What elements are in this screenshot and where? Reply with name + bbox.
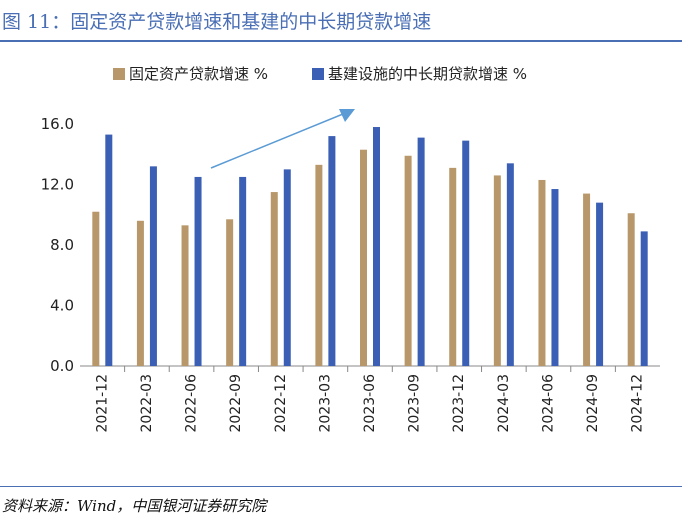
- bar-fixed-asset-loan-2024-06: [538, 179, 546, 366]
- x-tick-label: 2021-12: [94, 374, 110, 433]
- bar-fixed-asset-loan-2023-09: [404, 155, 412, 366]
- bar-fixed-asset-loan-2023-12: [449, 167, 457, 366]
- legend-label-1: 固定资产贷款增速 %: [129, 65, 268, 83]
- x-tick-label: 2024-03: [496, 374, 512, 433]
- bar-infrastructure-loan-2024-12: [640, 231, 648, 366]
- bar-fixed-asset-loan-2024-09: [583, 193, 591, 366]
- bar-fixed-asset-loan-2022-12: [270, 192, 278, 366]
- x-tick-label: 2022-09: [228, 374, 244, 433]
- trend-arrow-head: [339, 109, 355, 122]
- x-tick-label: 2023-12: [451, 374, 467, 433]
- x-tick-label: 2023-09: [407, 374, 423, 433]
- figure-title: 图 11：固定资产贷款增速和基建的中长期贷款增速: [2, 11, 432, 33]
- x-tick-label: 2022-03: [139, 374, 155, 433]
- bar-fixed-asset-loan-2022-06: [181, 225, 189, 366]
- y-tick-label: 4.0: [50, 297, 74, 315]
- x-tick-label: 2024-12: [630, 374, 646, 433]
- bar-infrastructure-loan-2023-12: [462, 140, 470, 366]
- footer-rule: [0, 486, 682, 487]
- x-tick-label: 2022-06: [184, 374, 200, 433]
- legend-label-2: 基建设施的中长期贷款增速 %: [328, 65, 527, 83]
- bar-fixed-asset-loan-2022-03: [136, 220, 144, 366]
- bar-infrastructure-loan-2024-09: [596, 202, 604, 366]
- bar-infrastructure-loan-2024-06: [551, 189, 559, 366]
- bar-infrastructure-loan-2023-09: [417, 137, 425, 366]
- bar-infrastructure-loan-2024-03: [506, 163, 514, 366]
- x-tick-label: 2024-06: [540, 374, 556, 433]
- title-rule: [0, 40, 682, 42]
- bar-fixed-asset-loan-2021-12: [92, 211, 100, 366]
- y-tick-label: 0.0: [50, 357, 74, 375]
- bar-fixed-asset-loan-2023-06: [360, 149, 367, 366]
- x-tick-label: 2023-03: [317, 374, 333, 433]
- trend-arrow-line: [210, 113, 344, 169]
- bar-fixed-asset-loan-2024-03: [493, 175, 501, 366]
- y-tick-label: 8.0: [50, 236, 74, 254]
- bar-fixed-asset-loan-2023-03: [315, 164, 323, 366]
- bar-infrastructure-loan-2022-12: [283, 169, 291, 366]
- bar-infrastructure-loan-2021-12: [105, 134, 113, 366]
- legend-swatch-2: [312, 68, 324, 80]
- legend-swatch-1: [113, 68, 125, 80]
- x-tick-label: 2022-12: [273, 374, 289, 433]
- bar-fixed-asset-loan-2022-09: [226, 219, 234, 366]
- bar-infrastructure-loan-2022-09: [239, 176, 247, 366]
- y-tick-label: 16.0: [41, 115, 74, 133]
- bar-fixed-asset-loan-2024-12: [627, 213, 635, 366]
- x-tick-label: 2023-06: [362, 374, 378, 433]
- bar-infrastructure-loan-2023-03: [328, 136, 336, 366]
- bar-infrastructure-loan-2022-03: [149, 166, 157, 366]
- x-tick-label: 2024-09: [585, 374, 601, 433]
- source-note: 资料来源：Wind，中国银河证券研究院: [2, 497, 267, 515]
- y-tick-label: 12.0: [41, 176, 74, 194]
- bar-infrastructure-loan-2022-06: [194, 176, 202, 366]
- bar-infrastructure-loan-2023-06: [373, 127, 380, 367]
- bar-chart: 固定资产贷款增速 % 基建设施的中长期贷款增速 % 0.0 4.0 8.0 12.0 16.…: [41, 65, 660, 433]
